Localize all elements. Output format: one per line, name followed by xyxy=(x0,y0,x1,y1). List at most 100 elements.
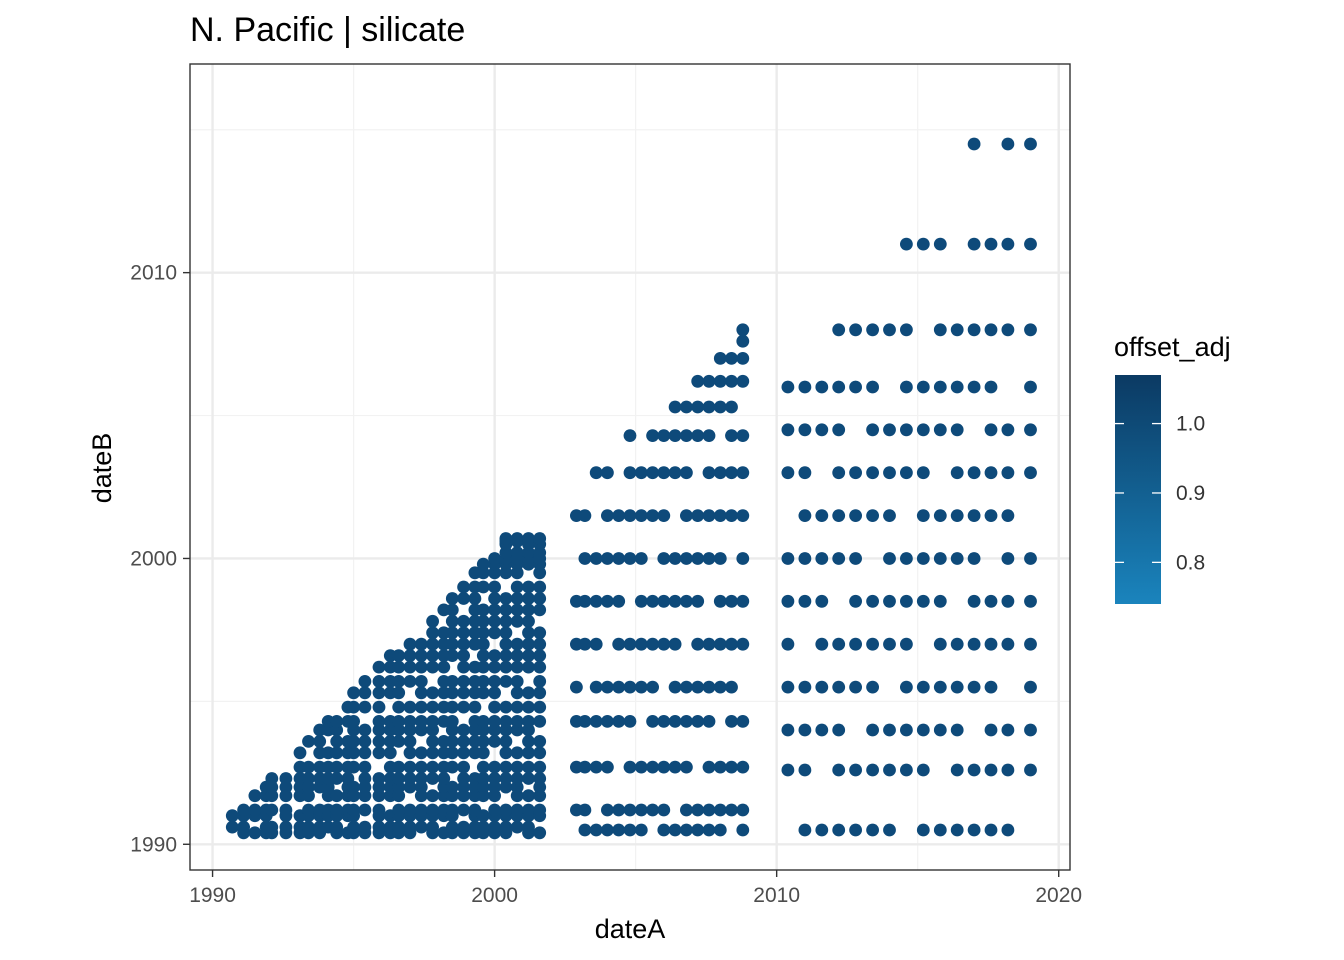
data-point xyxy=(968,595,981,608)
data-point xyxy=(404,746,417,759)
data-point xyxy=(511,715,524,728)
data-point xyxy=(725,595,738,608)
data-point xyxy=(832,681,845,694)
data-point xyxy=(533,746,546,759)
data-point xyxy=(612,638,625,651)
data-point xyxy=(469,701,482,714)
data-point xyxy=(249,826,262,839)
data-point xyxy=(579,638,592,651)
data-point xyxy=(522,686,535,699)
data-point xyxy=(392,804,405,817)
data-point xyxy=(703,715,716,728)
data-point xyxy=(226,821,239,834)
data-point xyxy=(533,761,546,774)
data-point xyxy=(500,735,513,748)
data-point xyxy=(657,638,670,651)
data-point xyxy=(669,401,682,414)
data-point xyxy=(522,592,535,605)
data-point xyxy=(477,558,490,571)
data-point xyxy=(457,615,470,628)
data-point xyxy=(579,715,592,728)
data-point xyxy=(635,638,648,651)
data-point xyxy=(968,381,981,394)
data-point xyxy=(934,423,947,436)
data-point xyxy=(347,701,360,714)
data-point xyxy=(280,772,293,785)
data-point xyxy=(799,724,812,737)
data-point xyxy=(725,375,738,388)
data-point xyxy=(1024,552,1037,565)
data-point xyxy=(579,804,592,817)
data-point xyxy=(917,764,930,777)
data-point xyxy=(725,352,738,365)
data-point xyxy=(265,821,278,834)
data-point xyxy=(883,824,896,837)
data-point xyxy=(725,804,738,817)
data-point xyxy=(446,615,459,628)
data-point xyxy=(703,552,716,565)
legend-tick-label: 0.9 xyxy=(1176,482,1205,505)
data-point xyxy=(488,772,501,785)
data-point xyxy=(500,821,513,834)
x-tick-label: 2010 xyxy=(753,884,800,907)
data-point xyxy=(1002,238,1015,251)
data-point xyxy=(359,761,372,774)
data-point xyxy=(446,626,459,639)
data-point xyxy=(815,509,828,522)
data-point xyxy=(392,675,405,688)
data-point xyxy=(488,804,501,817)
data-point xyxy=(226,809,239,822)
data-point xyxy=(917,238,930,251)
data-point xyxy=(533,675,546,688)
data-point xyxy=(533,649,546,662)
data-point xyxy=(488,615,501,628)
data-point xyxy=(815,381,828,394)
data-point xyxy=(415,746,428,759)
data-point xyxy=(392,761,405,774)
data-point xyxy=(669,595,682,608)
data-point xyxy=(612,804,625,817)
data-point xyxy=(359,821,372,834)
data-point xyxy=(691,681,704,694)
data-point xyxy=(522,604,535,617)
data-point xyxy=(404,661,417,674)
data-point xyxy=(330,735,343,748)
data-point xyxy=(601,552,614,565)
data-point xyxy=(635,824,648,837)
data-point xyxy=(714,638,727,651)
data-point xyxy=(703,824,716,837)
data-point xyxy=(488,592,501,605)
data-point xyxy=(426,789,439,802)
data-point xyxy=(714,509,727,522)
data-point xyxy=(669,429,682,442)
data-point xyxy=(866,595,879,608)
data-point xyxy=(968,323,981,336)
data-point xyxy=(849,681,862,694)
data-point xyxy=(657,552,670,565)
data-point xyxy=(500,592,513,605)
data-point xyxy=(347,804,360,817)
data-point xyxy=(457,761,470,774)
data-point xyxy=(579,761,592,774)
data-point xyxy=(635,552,648,565)
data-point xyxy=(415,821,428,834)
data-point xyxy=(522,701,535,714)
data-point xyxy=(359,735,372,748)
data-point xyxy=(657,595,670,608)
data-point xyxy=(635,681,648,694)
data-point xyxy=(985,681,998,694)
data-point xyxy=(446,746,459,759)
data-point xyxy=(714,761,727,774)
data-point xyxy=(457,638,470,651)
data-point xyxy=(1002,509,1015,522)
data-point xyxy=(703,466,716,479)
data-point xyxy=(457,686,470,699)
data-point xyxy=(866,824,879,837)
data-point xyxy=(624,552,637,565)
data-point xyxy=(359,746,372,759)
data-point xyxy=(446,781,459,794)
data-point xyxy=(601,681,614,694)
data-point xyxy=(437,661,450,674)
data-point xyxy=(968,138,981,151)
data-point xyxy=(511,532,524,545)
